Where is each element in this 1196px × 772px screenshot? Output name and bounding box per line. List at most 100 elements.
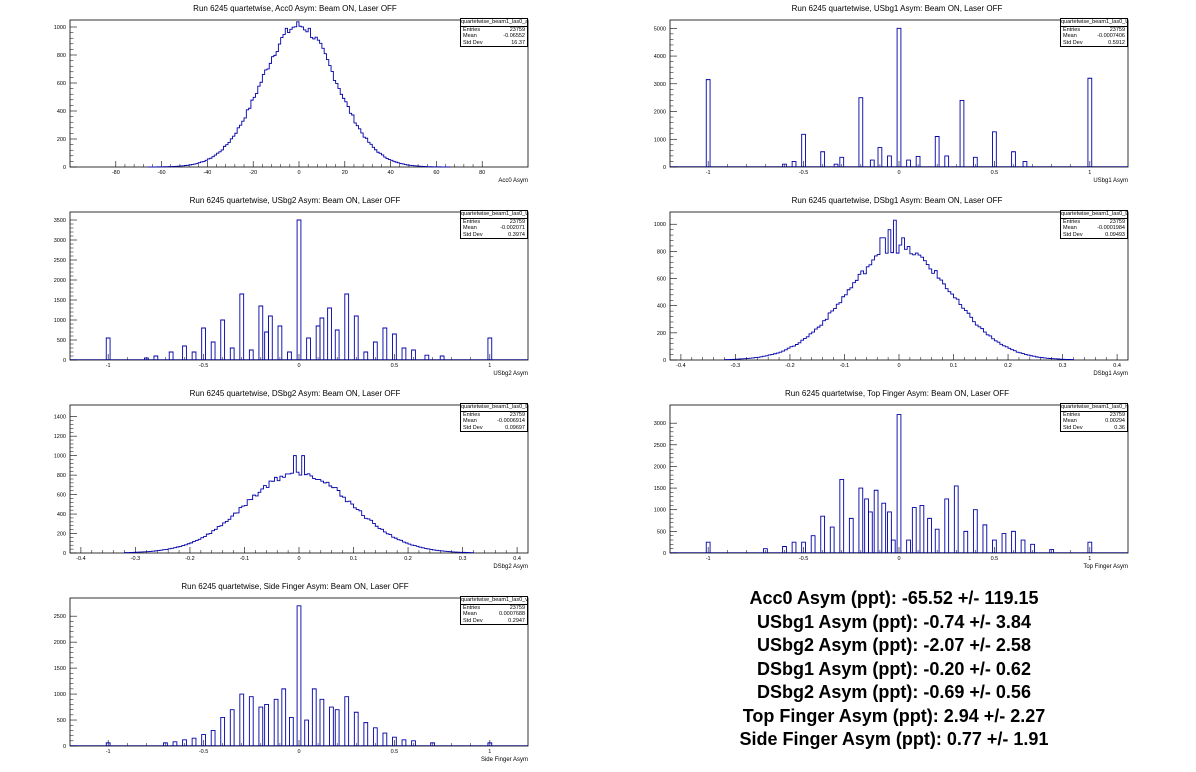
histogram-bar xyxy=(277,325,283,360)
y-tick-label: 400 xyxy=(57,109,66,115)
histogram-bar xyxy=(906,539,911,553)
stats-box: quartetwise_beam1_las0_vertfingEntries 23… xyxy=(460,596,528,626)
x-tick-label: 60 xyxy=(433,170,439,176)
histogram-bar xyxy=(1087,541,1093,553)
stats-row-mean: Mean -0.0007406 xyxy=(1061,33,1127,40)
histogram-bar xyxy=(372,727,378,746)
y-tick-label: 800 xyxy=(57,473,66,479)
histogram-bar xyxy=(401,739,407,746)
histogram-bar xyxy=(829,526,835,553)
stats-row-mean: Mean -0.002071 xyxy=(461,225,527,232)
histogram-bar xyxy=(401,347,407,360)
x-tick-label: -1 xyxy=(706,556,711,562)
histogram-panel: Run 6245 quartetwise, Side Finger Asym: … xyxy=(0,578,590,768)
histogram-panel: Run 6245 quartetwise, USbg1 Asym: Beam O… xyxy=(598,0,1196,190)
histogram-bar xyxy=(229,347,235,360)
x-tick-label: -60 xyxy=(158,170,166,176)
y-tick-label: 2500 xyxy=(54,614,66,620)
y-tick-label: 1500 xyxy=(654,486,666,492)
histogram-bar xyxy=(239,693,245,746)
histogram-bar xyxy=(868,511,873,553)
histogram-bar xyxy=(273,698,279,746)
histogram-bar xyxy=(839,156,845,167)
x-tick-label: 80 xyxy=(479,170,485,176)
histogram-title: Run 6245 quartetwise, USbg1 Asym: Beam O… xyxy=(791,4,1003,13)
stats-label: Mean xyxy=(1063,418,1077,425)
y-tick-label: 3000 xyxy=(654,82,666,88)
histogram-bar xyxy=(334,329,340,360)
x-tick-label: 0 xyxy=(297,749,300,755)
histogram-bar xyxy=(105,742,111,746)
x-tick-label: -80 xyxy=(112,170,120,176)
histogram-bar xyxy=(944,498,950,553)
x-tick-label: 0 xyxy=(297,556,300,562)
histogram-bar xyxy=(1049,549,1055,553)
y-tick-label: 2500 xyxy=(54,258,66,264)
histogram-bar xyxy=(264,704,269,746)
stats-value: 23759 xyxy=(509,218,525,225)
stats-value: 0.36 xyxy=(1114,424,1125,431)
histogram-bar xyxy=(881,502,887,553)
histogram-bar xyxy=(287,351,292,360)
x-tick-label: -20 xyxy=(249,170,257,176)
histogram-bar xyxy=(873,489,879,553)
stats-label: Entries xyxy=(1063,218,1081,225)
x-tick-label: 0.1 xyxy=(350,556,358,562)
histogram-bar xyxy=(327,307,332,360)
x-axis-label: USbg2 Asym xyxy=(493,371,528,377)
histogram-bar xyxy=(906,159,911,167)
stats-value: 0.0007688 xyxy=(499,611,525,618)
x-axis-label: DSbg1 Asym xyxy=(1093,371,1128,377)
histogram-bar xyxy=(858,97,864,167)
y-tick-label: 2000 xyxy=(54,278,66,284)
histogram-bar xyxy=(439,355,445,360)
stats-box: quartetwise_beam1_las0_horzfingEntries 23… xyxy=(1060,403,1128,433)
stats-value: 0.09697 xyxy=(505,424,525,431)
histogram-bar xyxy=(311,688,317,746)
histogram-bar xyxy=(896,414,902,553)
histogram-bar xyxy=(801,133,806,167)
x-tick-label: -0.5 xyxy=(199,363,208,369)
x-tick-label: -0.3 xyxy=(731,363,740,369)
histogram-bar xyxy=(191,351,197,360)
histogram-bar xyxy=(304,719,309,746)
stats-label: Mean xyxy=(463,225,477,232)
x-tick-label: -0.1 xyxy=(840,363,849,369)
histogram-bar xyxy=(705,541,711,553)
histogram-bar xyxy=(296,605,302,746)
stats-value: 0.3974 xyxy=(508,231,525,238)
stats-row-entries: Entries 23759 xyxy=(461,27,527,34)
x-tick-label: -1 xyxy=(106,363,111,369)
histogram-bar xyxy=(372,341,378,360)
histogram-bar xyxy=(1020,539,1026,553)
x-tick-label: 0 xyxy=(897,363,900,369)
histogram-bar xyxy=(163,742,168,746)
histogram-plot: 0 200 400 600 800 1000 -80 -60 -40 -20 0 20 40 60 80 Ac… xyxy=(54,19,529,184)
histogram-bar xyxy=(944,155,950,167)
histogram-bar xyxy=(296,219,302,360)
y-tick-label: 500 xyxy=(57,338,66,344)
histogram-title: Run 6245 quartetwise, Acc0 Asym: Beam ON… xyxy=(193,4,397,13)
histogram-bar xyxy=(1011,151,1016,167)
y-tick-label: 1200 xyxy=(54,434,66,440)
histogram-bar xyxy=(430,742,435,746)
stats-row-entries: Entries 23759 xyxy=(1061,412,1127,419)
stats-row-mean: Mean 0.0007688 xyxy=(461,611,527,618)
histogram-bar xyxy=(319,698,325,746)
stats-row-entries: Entries 23759 xyxy=(461,605,527,612)
y-tick-label: 500 xyxy=(57,718,66,724)
stats-label: Std Dev xyxy=(1063,39,1083,46)
histogram-bar xyxy=(248,696,254,746)
stats-box-name: quartetwise_beam1_las0_USbg1 xyxy=(1061,19,1127,27)
histogram-bar xyxy=(382,732,388,746)
histogram-bar xyxy=(839,478,845,553)
y-tick-label: 0 xyxy=(63,165,66,171)
y-tick-label: 2000 xyxy=(54,640,66,646)
histogram-bar xyxy=(896,27,902,167)
histogram-plot: 0 200 400 600 800 1000 1200 1400 -0.4 -0.3 -0.2 -0.… xyxy=(54,404,529,570)
y-tick-label: 200 xyxy=(57,137,66,143)
y-tick-label: 800 xyxy=(57,53,66,59)
histogram-bar xyxy=(1011,530,1016,553)
histogram-bar xyxy=(911,507,917,553)
histogram-bar xyxy=(934,528,940,553)
